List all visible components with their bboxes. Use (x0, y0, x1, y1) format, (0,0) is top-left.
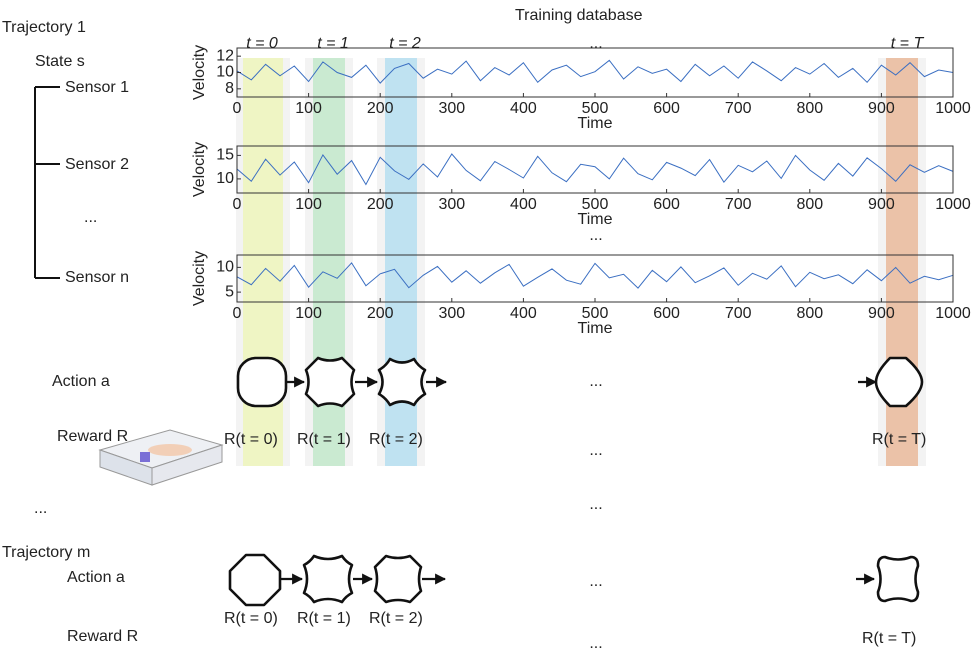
x-tick-label: 100 (295, 100, 322, 117)
charts: 0 100 200 300 400 500 600 700 800 900 100081012Tim… (191, 45, 971, 337)
title: Training database (515, 7, 643, 24)
time-label: t = T (891, 35, 925, 52)
ellipsis: ... (589, 373, 602, 390)
trajectory-label: Trajectory m (2, 544, 90, 561)
x-tick-label: 800 (796, 305, 823, 322)
sensor-label: Sensor 2 (65, 156, 129, 173)
y-tick-label: 10 (216, 64, 234, 81)
x-axis-label: Time (578, 320, 613, 337)
x-tick-label: 300 (438, 196, 465, 213)
reward-illustration (98, 429, 224, 486)
x-tick-label: 500 (582, 196, 609, 213)
ellipsis: ... (34, 500, 47, 517)
ellipsis: ... (589, 496, 602, 513)
reward: R(t = 1) (297, 610, 351, 627)
x-tick-label: 900 (868, 305, 895, 322)
y-tick-label: 5 (225, 283, 234, 300)
shape (874, 356, 924, 408)
shape (228, 553, 282, 607)
x-tick-label: 0 (233, 100, 242, 117)
action-label: Action a (67, 569, 125, 586)
time-label: t = 2 (389, 35, 421, 52)
x-tick-label: 100 (295, 305, 322, 322)
series-line (236, 262, 954, 289)
x-tick-label: 400 (510, 196, 537, 213)
x-tick-label: 900 (868, 196, 895, 213)
reward: R(t = T) (862, 630, 916, 647)
sensor-label: Sensor n (65, 269, 129, 286)
reward: ... (589, 635, 602, 652)
y-tick-label: 12 (216, 47, 234, 64)
action-label: Action a (52, 373, 110, 390)
x-tick-label: 1000 (935, 196, 971, 213)
sensor-label: Sensor 1 (65, 79, 129, 96)
x-tick-label: 100 (295, 196, 322, 213)
y-tick-label: 10 (216, 170, 234, 187)
x-tick-label: 0 (233, 196, 242, 213)
time-label: t = 0 (246, 35, 278, 52)
series-line (236, 153, 954, 186)
shape (302, 554, 354, 604)
reward-label: Reward R (57, 428, 128, 445)
x-tick-label: 400 (510, 100, 537, 117)
reward: R(t = 1) (297, 431, 351, 448)
x-tick-label: 500 (582, 305, 609, 322)
reward: R(t = 2) (369, 610, 423, 627)
x-tick-label: 700 (725, 100, 752, 117)
x-tick-label: 200 (367, 196, 394, 213)
y-tick-label: 15 (216, 147, 234, 164)
x-tick-label: 800 (796, 196, 823, 213)
sensor-label: ... (84, 209, 97, 226)
x-tick-label: 600 (653, 196, 680, 213)
x-tick-label: 700 (725, 196, 752, 213)
y-axis-label: Velocity (191, 251, 208, 306)
x-tick-label: 900 (868, 100, 895, 117)
x-tick-label: 400 (510, 305, 537, 322)
time-label: ... (589, 35, 602, 52)
x-tick-label: 200 (367, 100, 394, 117)
shape (236, 356, 288, 408)
x-tick-label: 300 (438, 305, 465, 322)
reward: R(t = 2) (369, 431, 423, 448)
ellipsis: ... (589, 227, 602, 244)
shape (304, 356, 356, 408)
y-axis-label: Velocity (191, 45, 208, 100)
x-axis-label: Time (578, 211, 613, 228)
y-tick-label: 8 (225, 80, 234, 97)
reward: R(t = 0) (224, 610, 278, 627)
y-axis-label: Velocity (191, 142, 208, 197)
shape (377, 357, 427, 407)
ellipsis: ... (589, 573, 602, 590)
series-line (236, 59, 954, 84)
shape (373, 554, 423, 604)
x-tick-label: 0 (233, 305, 242, 322)
x-tick-label: 700 (725, 305, 752, 322)
trajectory-label: Trajectory 1 (2, 19, 86, 36)
x-axis-label: Time (578, 115, 613, 132)
time-label: t = 1 (317, 35, 349, 52)
x-tick-label: 1000 (935, 100, 971, 117)
x-tick-label: 300 (438, 100, 465, 117)
y-tick-label: 10 (216, 259, 234, 276)
reward: ... (589, 442, 602, 459)
sensor-bracket (34, 86, 60, 279)
x-tick-label: 800 (796, 100, 823, 117)
x-tick-label: 500 (582, 100, 609, 117)
reward-label: Reward R (67, 628, 138, 645)
reward: R(t = T) (872, 431, 926, 448)
x-tick-label: 1000 (935, 305, 971, 322)
x-tick-label: 600 (653, 305, 680, 322)
shape (876, 555, 920, 603)
x-tick-label: 200 (367, 305, 394, 322)
reward: R(t = 0) (224, 431, 278, 448)
x-tick-label: 600 (653, 100, 680, 117)
state-label: State s (35, 53, 85, 70)
